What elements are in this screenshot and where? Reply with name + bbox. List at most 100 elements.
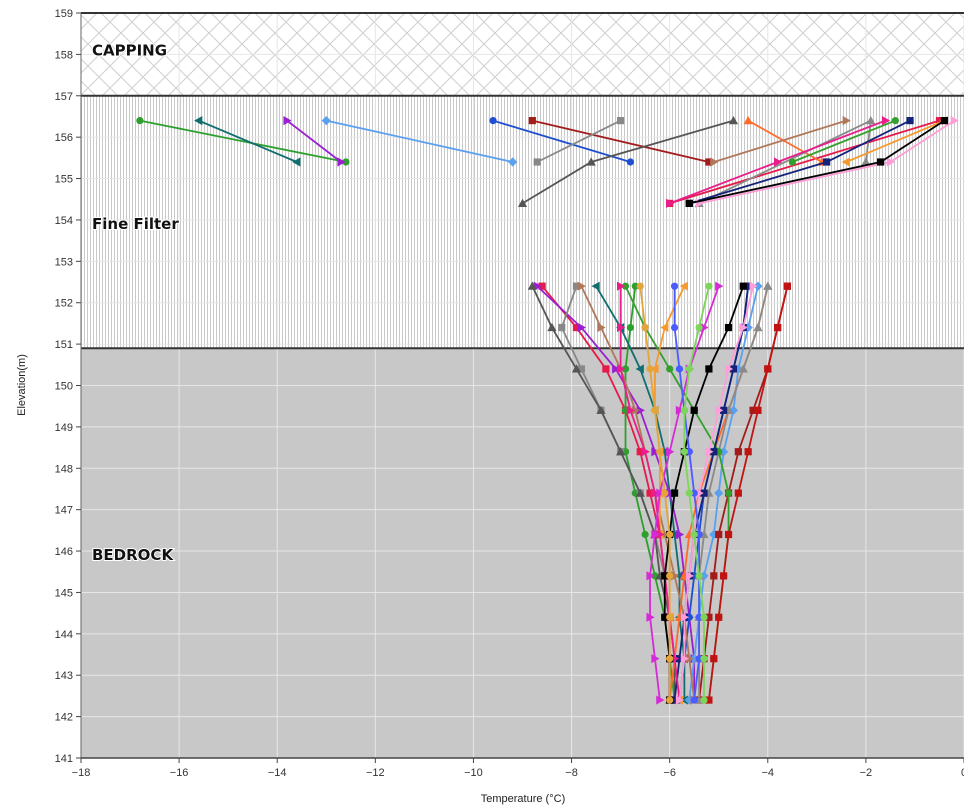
- data-point: [666, 696, 674, 704]
- data-point: [675, 529, 685, 540]
- data-point: [700, 322, 709, 333]
- series-18: [705, 282, 791, 704]
- data-point: [710, 157, 719, 167]
- data-point: [700, 489, 708, 497]
- data-point: [635, 488, 645, 497]
- data-point: [666, 198, 675, 208]
- data-point: [685, 199, 693, 207]
- y-tick-label: 141: [55, 753, 73, 765]
- data-point: [533, 158, 541, 166]
- data-point: [660, 322, 669, 333]
- data-point: [528, 117, 536, 125]
- zones-layer: [81, 13, 964, 758]
- data-point: [690, 406, 698, 414]
- data-point: [743, 322, 753, 333]
- y-tick-label: 143: [55, 670, 73, 682]
- data-point: [724, 530, 733, 539]
- data-point: [586, 157, 596, 166]
- data-point: [626, 323, 635, 332]
- y-tick-label: 152: [55, 298, 73, 310]
- data-point: [680, 654, 689, 664]
- series-4: [321, 116, 763, 705]
- data-point: [724, 364, 734, 374]
- data-point: [641, 530, 649, 539]
- data-point: [650, 364, 659, 374]
- data-point: [626, 405, 636, 415]
- surface-line: [492, 119, 631, 163]
- data-point: [866, 116, 876, 125]
- data-point: [617, 364, 626, 374]
- series-layer: [136, 116, 959, 705]
- data-point: [675, 405, 685, 415]
- data-point: [571, 364, 582, 373]
- data-point: [670, 282, 679, 290]
- data-point: [685, 654, 694, 664]
- data-point: [753, 322, 763, 332]
- data-point: [612, 364, 621, 374]
- x-tick-label: −2: [860, 767, 873, 779]
- data-point: [656, 488, 665, 498]
- surface-line: [536, 119, 622, 163]
- x-tick-label: −14: [268, 767, 287, 779]
- data-point: [773, 157, 783, 167]
- data-point: [194, 116, 203, 126]
- data-point: [715, 405, 724, 415]
- data-point: [646, 612, 655, 622]
- data-point: [666, 365, 674, 373]
- data-point: [749, 406, 757, 414]
- data-point: [950, 116, 959, 126]
- data-point: [710, 572, 718, 580]
- y-tick-label: 158: [55, 49, 73, 61]
- data-point: [670, 489, 679, 497]
- y-tick-label: 142: [55, 712, 73, 724]
- data-point: [517, 198, 528, 207]
- data-point: [670, 571, 680, 581]
- data-point: [690, 530, 698, 539]
- data-point: [342, 158, 350, 166]
- data-point: [636, 448, 644, 456]
- data-point: [823, 158, 831, 166]
- data-point: [572, 282, 581, 290]
- data-point: [705, 282, 713, 290]
- data-point: [670, 696, 679, 704]
- data-point: [617, 281, 626, 291]
- series-22: [636, 282, 674, 704]
- zone-label-1: Fine Filter: [92, 215, 179, 233]
- data-point: [724, 489, 733, 497]
- data-point: [738, 364, 748, 373]
- data-point: [666, 613, 674, 621]
- data-point: [763, 281, 773, 290]
- data-point: [572, 323, 581, 332]
- data-point: [715, 613, 723, 621]
- x-tick-label: −8: [565, 767, 578, 779]
- data-point: [596, 405, 606, 414]
- data-point: [489, 117, 497, 125]
- data-point: [670, 323, 679, 332]
- data-point: [744, 282, 752, 290]
- data-point: [626, 158, 635, 166]
- data-point: [337, 157, 346, 167]
- data-point: [680, 406, 688, 414]
- data-point: [666, 488, 675, 498]
- data-point: [617, 117, 625, 125]
- series-15: [617, 116, 891, 705]
- series-17: [661, 117, 948, 704]
- data-point: [675, 695, 685, 705]
- data-point: [656, 529, 665, 540]
- data-point: [597, 322, 606, 333]
- surface-line: [845, 119, 945, 163]
- data-point: [646, 365, 654, 373]
- data-point: [591, 281, 600, 291]
- axes-layer: −18 −16 −14 −12 −10 −8 −6 −4 −2 0 141 142 143 144 145 1…: [55, 8, 964, 779]
- data-point: [705, 696, 713, 704]
- data-point: [651, 488, 660, 498]
- y-tick-label: 150: [55, 381, 73, 393]
- data-point: [508, 157, 518, 167]
- grid-layer: [80, 12, 964, 759]
- data-point: [136, 117, 144, 125]
- data-point: [577, 322, 586, 333]
- data-point: [651, 406, 659, 414]
- data-point: [841, 157, 850, 167]
- x-tick-label: −6: [663, 767, 676, 779]
